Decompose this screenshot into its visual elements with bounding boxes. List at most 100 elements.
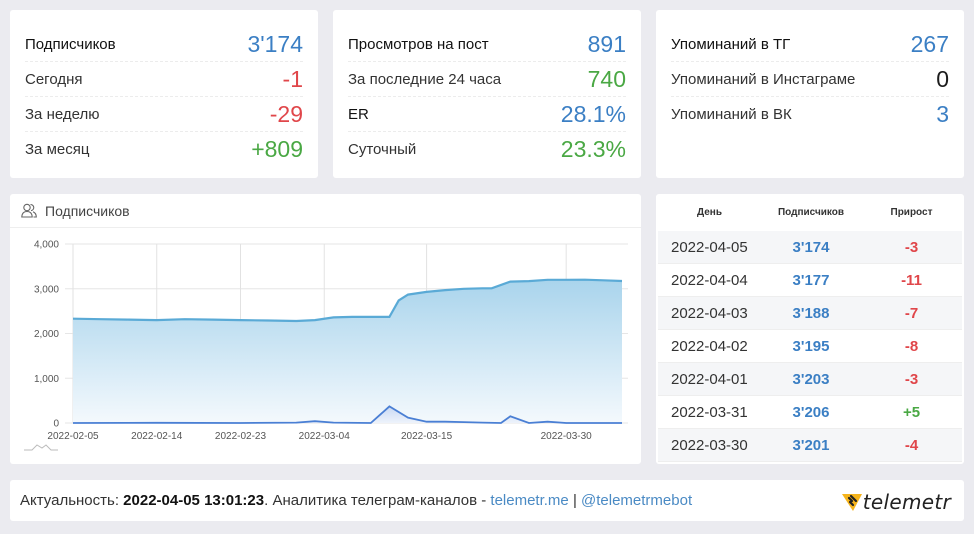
stat-label: Упоминаний в ТГ [671, 35, 791, 53]
stat-row-month: За месяц +809 [25, 132, 303, 167]
stat-row-mentions-vk: Упоминаний в ВК 3 [671, 97, 949, 132]
row-date: 2022-03-30 [671, 436, 748, 454]
stat-value: -29 [269, 100, 303, 127]
svg-text:3,000: 3,000 [34, 284, 59, 295]
svg-text:2022-02-05: 2022-02-05 [47, 431, 99, 442]
table-row: 2022-03-30 3'201 -4 [658, 429, 962, 462]
stat-row-subscribers: Подписчиков 3'174 [25, 27, 303, 62]
svg-text:4,000: 4,000 [34, 240, 59, 251]
telemetr-logo-icon [841, 494, 862, 511]
stat-value: 740 [587, 65, 626, 92]
table-row: 2022-04-03 3'188 -7 [658, 297, 962, 330]
table-header: День Подписчиков Прирост [658, 194, 962, 231]
row-growth: -7 [904, 304, 919, 322]
row-subscribers: 3'201 [792, 436, 830, 454]
subscribers-chart-card: Подписчиков 0 1,000 2,000 3,000 4,000 2022-0… [10, 194, 641, 464]
subscribers-line [72, 278, 623, 323]
row-subscribers: 3'177 [792, 271, 830, 289]
table-row: 2022-04-04 3'177 -11 [658, 264, 962, 297]
telemetr-site-link[interactable]: telemetr.me [490, 492, 569, 509]
row-subscribers: 3'174 [792, 238, 830, 256]
row-growth: -3 [904, 370, 919, 388]
footer-description: . Аналитика телеграм-каналов - [264, 492, 491, 509]
svg-text:2022-03-15: 2022-03-15 [401, 431, 453, 442]
row-growth: -4 [904, 436, 919, 454]
table-body: 2022-04-05 3'174 -3 2022-04-04 3'177 -11 2022-… [658, 231, 962, 462]
svg-text:1,000: 1,000 [34, 374, 59, 385]
row-date: 2022-04-04 [671, 271, 748, 289]
stat-row-week: За неделю -29 [25, 97, 303, 132]
svg-text:0: 0 [53, 419, 59, 430]
stat-value: -1 [282, 65, 303, 92]
svg-text:2,000: 2,000 [34, 329, 59, 340]
row-date: 2022-03-31 [671, 403, 748, 421]
daily-subscribers-table: День Подписчиков Прирост 2022-04-05 3'174… [656, 194, 964, 464]
row-subscribers: 3'188 [792, 304, 830, 322]
stat-value: 28.1% [560, 100, 626, 127]
chart-header: Подписчиков [10, 194, 641, 228]
svg-text:2022-03-30: 2022-03-30 [541, 431, 593, 442]
users-icon [21, 203, 37, 218]
stat-value: 23.3% [560, 136, 626, 162]
footer-separator: | [568, 492, 582, 509]
stat-label: Сегодня [25, 70, 83, 88]
range-navigator-icon[interactable] [24, 444, 58, 451]
row-date: 2022-04-05 [671, 238, 748, 256]
column-header-day: День [697, 207, 722, 218]
stat-label: Подписчиков [25, 35, 116, 53]
stat-label: ER [348, 105, 369, 123]
footer: Актуальность: 2022-04-05 13:01:23 . Анал… [10, 480, 964, 521]
stat-row-daily-er: Суточный 23.3% [348, 132, 626, 167]
column-header-subscribers: Подписчиков [777, 207, 845, 218]
table-row: 2022-04-02 3'195 -8 [658, 330, 962, 363]
y-axis: 0 1,000 2,000 3,000 4,000 [34, 240, 59, 430]
chart-title: Подписчиков [45, 202, 130, 219]
table-row: 2022-04-01 3'203 -3 [658, 363, 962, 396]
row-subscribers: 3'195 [792, 337, 830, 355]
footer-prefix: Актуальность: [20, 492, 124, 509]
svg-text:2022-03-04: 2022-03-04 [299, 431, 351, 442]
stat-value: +809 [251, 136, 303, 162]
svg-text:2022-02-14: 2022-02-14 [131, 431, 183, 442]
stat-value: 3'174 [247, 30, 303, 57]
views-stats-card: Просмотров на пост 891 За последние 24 ч… [333, 10, 641, 178]
row-date: 2022-04-02 [671, 337, 748, 355]
stat-label: Суточный [348, 141, 417, 158]
row-growth: +5 [902, 403, 921, 421]
stat-row-mentions-instagram: Упоминаний в Инстаграме 0 [671, 62, 949, 97]
stat-label: За неделю [25, 105, 100, 123]
stat-value: 0 [936, 65, 949, 92]
telemetr-logo[interactable]: telemetr [841, 490, 951, 514]
mentions-stats-card: Упоминаний в ТГ 267 Упоминаний в Инстагр… [656, 10, 964, 178]
stat-row-er: ER 28.1% [348, 97, 626, 132]
row-growth: -3 [904, 238, 919, 256]
logo-text: telemetr [862, 490, 951, 514]
subscribers-area [73, 279, 622, 423]
table-row: 2022-03-31 3'206 +5 [658, 396, 962, 429]
table-row: 2022-04-05 3'174 -3 [658, 231, 962, 264]
row-subscribers: 3'203 [792, 370, 830, 388]
row-date: 2022-04-01 [671, 370, 748, 388]
column-header-growth: Прирост [890, 207, 933, 218]
stat-value: 267 [910, 30, 949, 57]
stat-label: За последние 24 часа [348, 70, 502, 88]
stat-label: Упоминаний в ВК [671, 106, 792, 123]
stat-value: 891 [587, 30, 626, 57]
row-growth: -8 [904, 337, 919, 355]
stat-label: Упоминаний в Инстаграме [671, 70, 856, 88]
subscribers-stats-card: Подписчиков 3'174 Сегодня -1 За неделю -… [10, 10, 318, 178]
x-axis: 2022-02-05 2022-02-14 2022-02-23 2022-03-04… [47, 431, 592, 442]
svg-text:2022-02-23: 2022-02-23 [215, 431, 267, 442]
last-updated-timestamp: 2022-04-05 13:01:23 [123, 492, 265, 509]
stat-label: Просмотров на пост [348, 35, 489, 53]
row-subscribers: 3'206 [792, 403, 830, 421]
growth-line [72, 405, 622, 424]
stat-row-views-per-post: Просмотров на пост 891 [348, 27, 626, 62]
row-date: 2022-04-03 [671, 304, 748, 322]
stat-row-last-24h: За последние 24 часа 740 [348, 62, 626, 97]
telemetr-bot-link[interactable]: @telemetrmebot [581, 492, 693, 509]
stat-row-today: Сегодня -1 [25, 62, 303, 97]
stat-value: 3 [936, 101, 949, 127]
row-growth: -11 [901, 271, 922, 289]
